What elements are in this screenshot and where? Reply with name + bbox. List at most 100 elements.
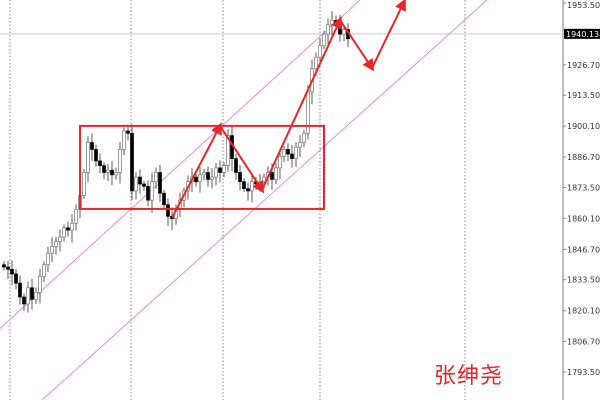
candle-body-bearish bbox=[18, 282, 22, 298]
candle-body-bullish bbox=[342, 29, 346, 35]
current-price-label: 1940.13 bbox=[566, 30, 599, 39]
candle bbox=[38, 268, 42, 304]
candle-body-bullish bbox=[74, 209, 78, 224]
candle bbox=[94, 144, 98, 167]
candle bbox=[106, 163, 110, 182]
candle bbox=[66, 221, 70, 237]
candle-body-bearish bbox=[246, 188, 250, 192]
price-tick-label: 1793.50 bbox=[567, 368, 600, 377]
candle bbox=[170, 207, 174, 230]
candle bbox=[234, 153, 238, 180]
candle bbox=[138, 169, 142, 194]
candle bbox=[214, 163, 218, 186]
candle-body-bullish bbox=[250, 181, 254, 192]
price-tick-label: 1886.70 bbox=[567, 153, 600, 162]
candle-body-bullish bbox=[274, 167, 278, 180]
candle-body-bearish bbox=[90, 142, 94, 150]
candle-body-bullish bbox=[294, 146, 298, 160]
range-box bbox=[79, 124, 325, 210]
candle-body-bullish bbox=[118, 149, 122, 173]
candle bbox=[342, 26, 346, 42]
candle bbox=[158, 164, 162, 203]
candle bbox=[210, 168, 214, 189]
candle bbox=[2, 261, 6, 271]
candle-body-bullish bbox=[278, 155, 282, 169]
candle bbox=[230, 126, 234, 172]
candle bbox=[298, 134, 302, 158]
candle bbox=[166, 198, 170, 226]
candle-body-bullish bbox=[58, 236, 62, 243]
candle-body-bullish bbox=[214, 167, 218, 178]
candle-body-bullish bbox=[326, 24, 330, 35]
price-tick-label: 1806.70 bbox=[567, 338, 600, 347]
candle-body-bearish bbox=[110, 169, 114, 176]
candle bbox=[274, 163, 278, 185]
candle-body-bullish bbox=[154, 172, 158, 183]
candle-body-bullish bbox=[70, 222, 74, 231]
candle-body-bearish bbox=[286, 149, 290, 155]
candle-body-bullish bbox=[82, 172, 86, 196]
price-axis-bg bbox=[563, 0, 600, 400]
candle bbox=[102, 162, 106, 180]
candle bbox=[282, 145, 286, 163]
candle-body-bearish bbox=[14, 273, 18, 284]
candle-body-bearish bbox=[166, 204, 170, 217]
candle-body-bullish bbox=[330, 19, 334, 26]
candle bbox=[50, 237, 54, 263]
candle-body-bullish bbox=[106, 169, 110, 173]
candle-body-bearish bbox=[138, 176, 142, 185]
candle-body-bullish bbox=[306, 91, 310, 134]
candle bbox=[14, 269, 18, 290]
candle bbox=[118, 141, 122, 184]
candle-body-bearish bbox=[162, 192, 166, 206]
candle bbox=[246, 182, 250, 201]
candle-body-bearish bbox=[158, 172, 162, 194]
candle bbox=[330, 11, 334, 37]
candle bbox=[42, 261, 46, 283]
candle bbox=[206, 166, 210, 187]
channel-line-upper bbox=[0, 0, 361, 329]
candle bbox=[58, 229, 62, 252]
candle-body-bearish bbox=[290, 153, 294, 160]
candle-body-bullish bbox=[50, 245, 54, 254]
candle bbox=[126, 124, 130, 141]
candle bbox=[26, 281, 30, 313]
projection-arrow bbox=[219, 125, 265, 194]
candle-body-bearish bbox=[194, 176, 198, 183]
candle bbox=[142, 180, 146, 191]
candle-body-bearish bbox=[238, 172, 242, 183]
candle-body-bearish bbox=[206, 172, 210, 180]
candle bbox=[194, 172, 198, 187]
candle-body-bullish bbox=[226, 135, 230, 166]
candle bbox=[114, 167, 118, 180]
candle-body-bearish bbox=[30, 287, 34, 300]
candle-body-bullish bbox=[114, 172, 118, 176]
candle-body-bullish bbox=[62, 227, 66, 238]
candle bbox=[238, 164, 242, 191]
candle-body-bullish bbox=[314, 56, 318, 70]
channel-line-lower bbox=[41, 0, 488, 400]
candle bbox=[46, 246, 50, 273]
price-tick-label: 1846.70 bbox=[567, 245, 600, 254]
candle-body-bullish bbox=[318, 45, 322, 58]
price-tick-label: 1873.50 bbox=[567, 183, 600, 192]
candle bbox=[98, 153, 102, 174]
candle-body-bearish bbox=[130, 132, 134, 192]
candle bbox=[290, 145, 294, 168]
candle-body-bullish bbox=[122, 130, 126, 150]
candle bbox=[202, 169, 206, 181]
candle bbox=[122, 127, 126, 156]
candle-body-bearish bbox=[146, 185, 150, 201]
projection-arrow bbox=[171, 122, 222, 219]
projection-arrow bbox=[371, 0, 406, 69]
candle-body-bullish bbox=[198, 174, 202, 183]
candle-body-bearish bbox=[126, 130, 130, 134]
candle-body-bearish bbox=[94, 149, 98, 162]
candle bbox=[70, 214, 74, 243]
candle-body-bullish bbox=[222, 165, 226, 173]
candle-body-bullish bbox=[298, 142, 302, 148]
candle-body-bullish bbox=[26, 287, 30, 305]
candle bbox=[150, 172, 154, 213]
candle-body-bullish bbox=[38, 275, 42, 293]
